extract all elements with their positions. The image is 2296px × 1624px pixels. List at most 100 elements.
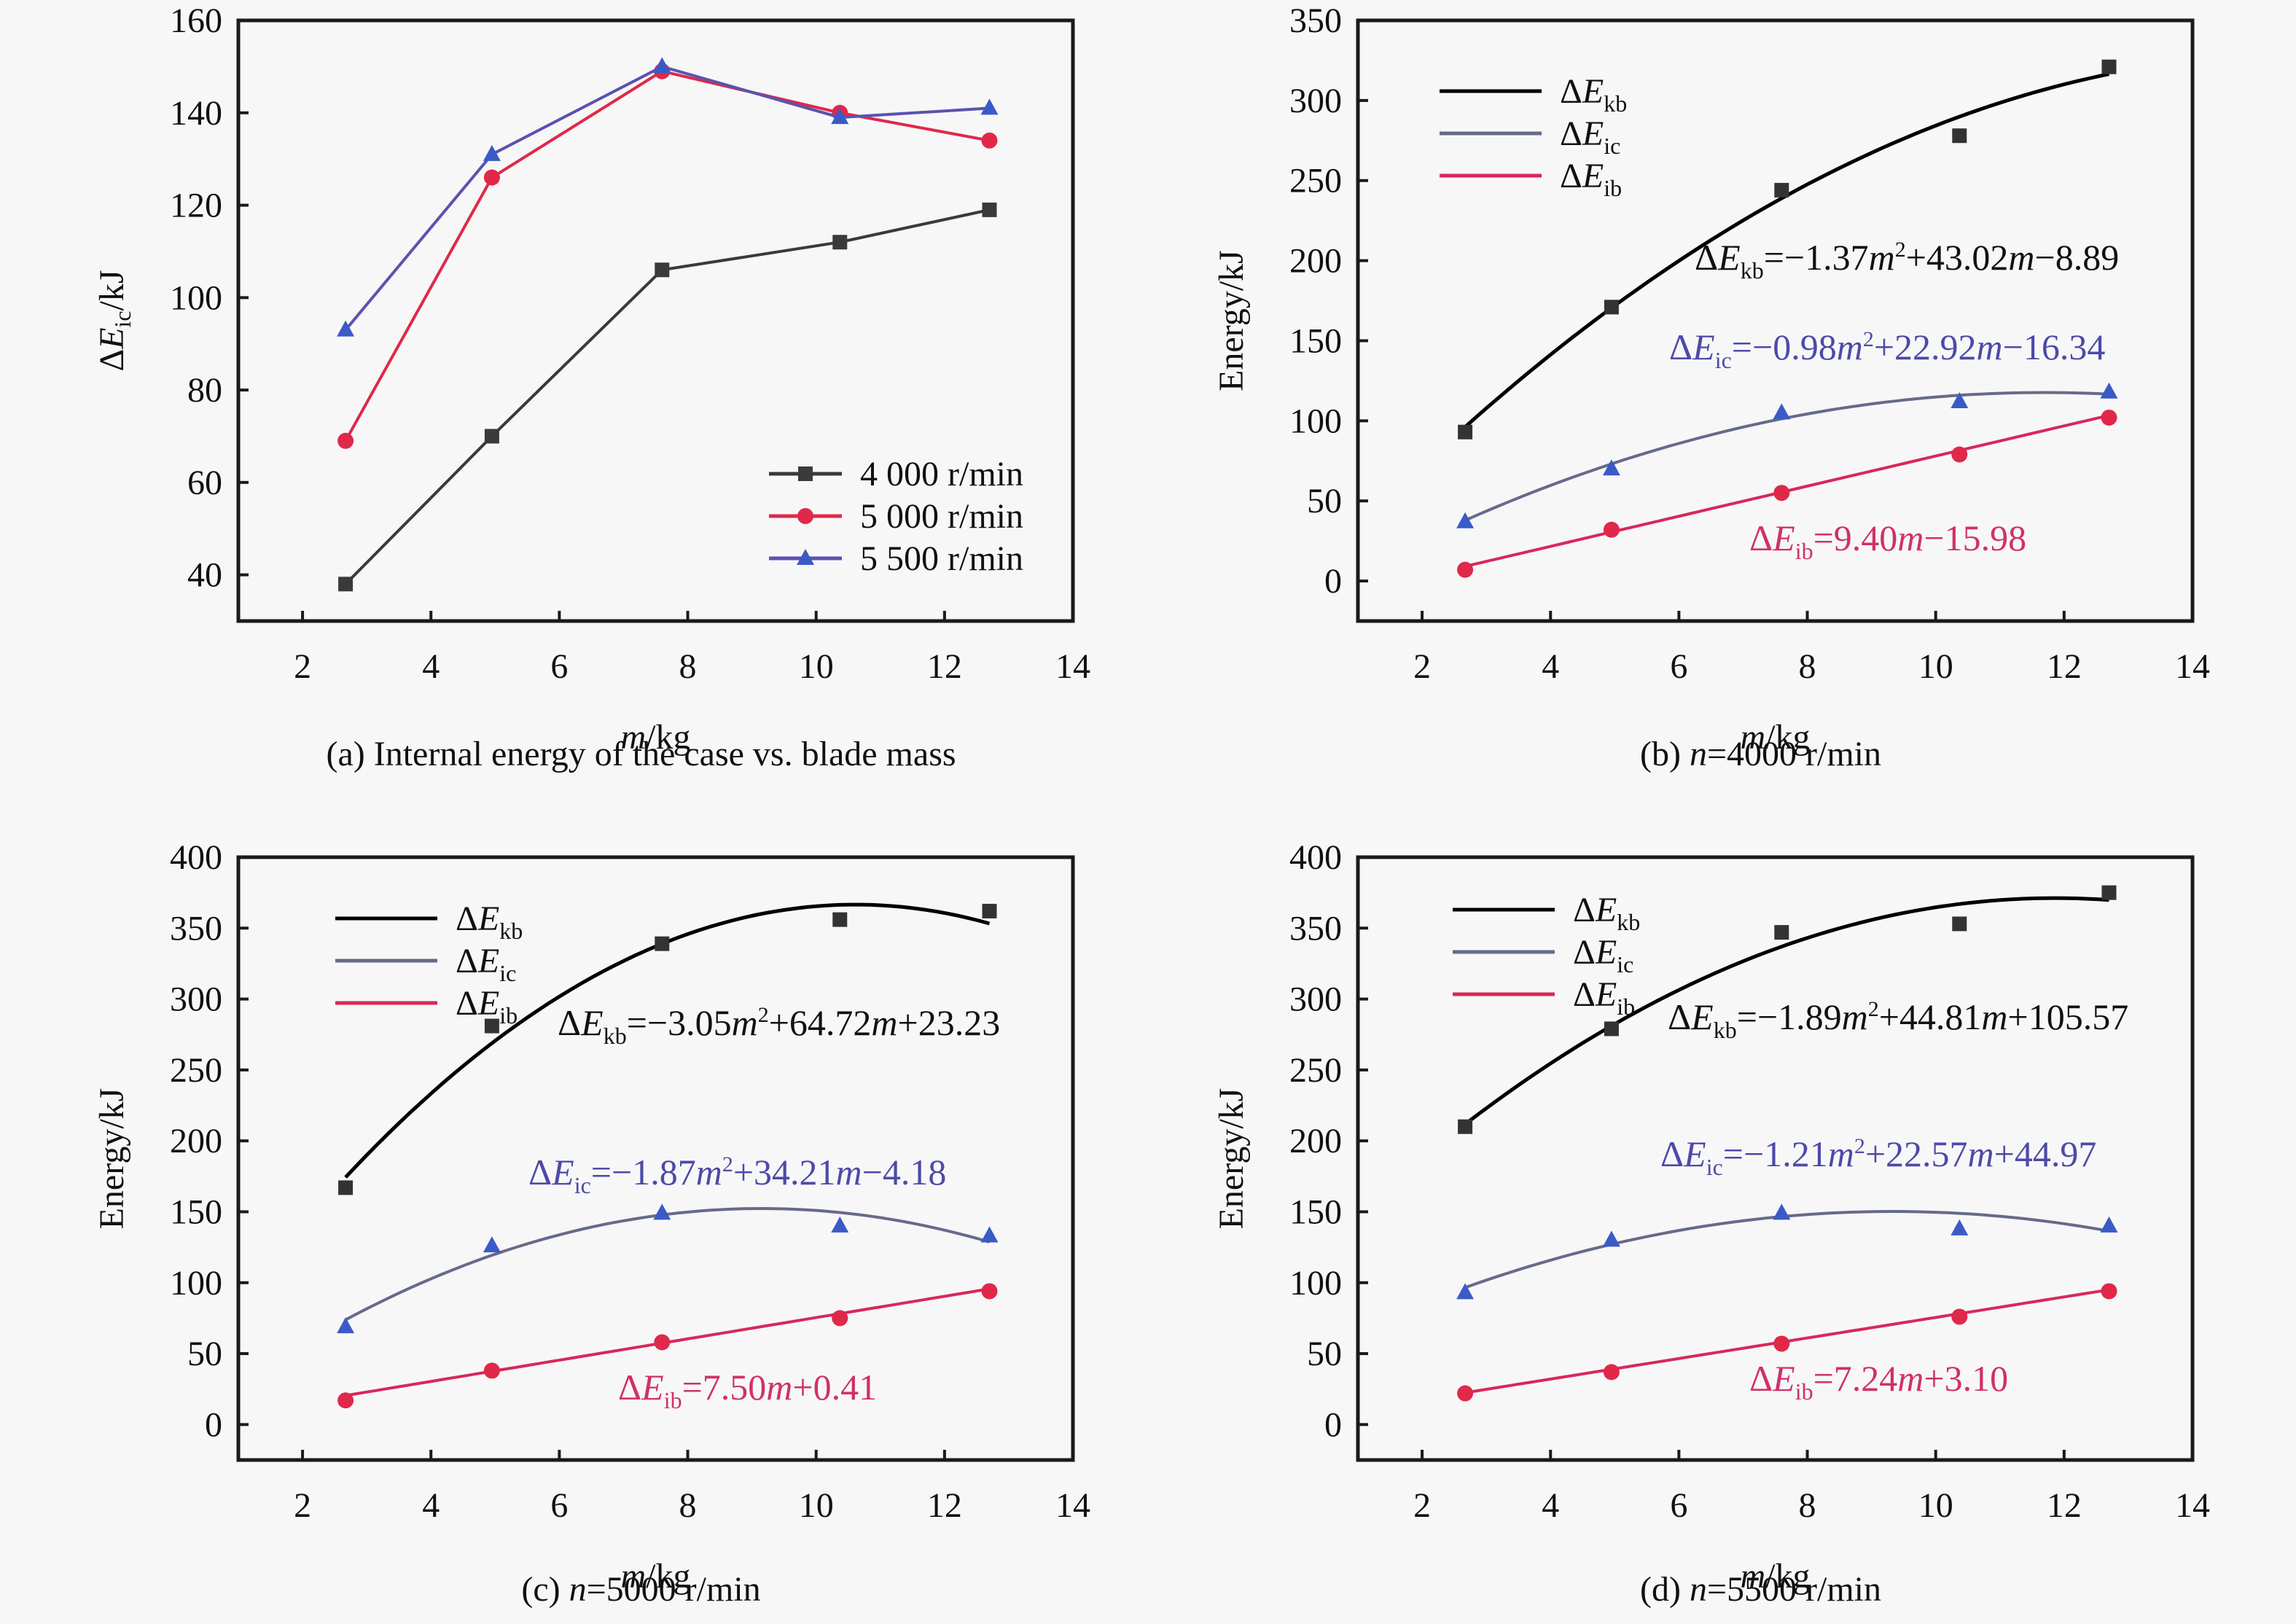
- data-point-square: [1774, 182, 1789, 198]
- x-tick-label: 14: [2175, 647, 2210, 686]
- x-tick-label: 2: [1413, 647, 1431, 686]
- data-point-square: [484, 1018, 499, 1034]
- y-tick-label: 300: [1289, 82, 1342, 120]
- data-point-triangle: [797, 549, 814, 565]
- data-point-circle: [1951, 446, 1968, 463]
- legend-label: ΔEkb: [1560, 72, 1627, 117]
- legend-item: ΔEib: [335, 984, 518, 1028]
- data-point-triangle: [1773, 403, 1791, 420]
- y-tick-label: 150: [1289, 1192, 1342, 1231]
- data-point-square: [798, 466, 813, 481]
- y-tick-label: 100: [1289, 1264, 1342, 1303]
- data-point-triangle: [653, 57, 671, 74]
- y-tick-label: 40: [187, 556, 222, 595]
- fit-curve: [1464, 391, 2109, 522]
- x-tick-label: 6: [1670, 1486, 1687, 1525]
- data-point-circle: [1773, 485, 1790, 501]
- y-tick-label: 200: [1289, 242, 1342, 281]
- plot-frame: [236, 18, 1075, 623]
- legend-label: ΔEic: [1573, 933, 1633, 977]
- x-tick-label: 4: [1542, 647, 1559, 686]
- data-point-circle: [2101, 1283, 2117, 1300]
- fit-curve: [1464, 1209, 2109, 1289]
- data-point-square: [1952, 916, 1967, 932]
- legend-label: ΔEic: [456, 942, 516, 986]
- x-tick-label: 14: [1055, 647, 1090, 686]
- x-tick-label: 6: [1670, 647, 1687, 686]
- y-tick-label: 400: [170, 838, 222, 877]
- data-point-square: [982, 903, 997, 918]
- x-tick-label: 14: [1055, 1486, 1090, 1525]
- legend-label: 5 000 r/min: [860, 497, 1023, 536]
- y-tick-label: 350: [1289, 1, 1342, 40]
- data-point-triangle: [337, 320, 355, 337]
- legend-label: ΔEib: [1560, 157, 1622, 201]
- data-point-square: [655, 262, 670, 278]
- data-point-circle: [1603, 521, 1620, 538]
- legend-item: ΔEic: [1453, 933, 1633, 977]
- series-1: [337, 63, 998, 449]
- legend-item: ΔEkb: [1440, 72, 1627, 117]
- x-tick-label: 12: [927, 647, 962, 686]
- data-point-circle: [337, 432, 354, 449]
- data-point-square: [338, 577, 354, 592]
- y-tick-label: 100: [1289, 402, 1342, 440]
- data-point-circle: [1773, 1335, 1790, 1352]
- data-point-square: [832, 235, 848, 250]
- legend-item: ΔEkb: [1453, 891, 1640, 935]
- fit-curve: [1464, 896, 2109, 1126]
- fit-equation: ΔEkb=−3.05m2+64.72m+23.23: [558, 1002, 1000, 1049]
- y-tick-label: 50: [1307, 1335, 1342, 1373]
- plot-frame: [1356, 855, 2195, 1462]
- data-point-square: [2101, 59, 2117, 74]
- y-tick-label: 160: [170, 1, 222, 40]
- y-tick-label: 100: [170, 278, 222, 317]
- fit-equation: ΔEib=7.24m+3.10: [1749, 1358, 2008, 1405]
- x-tick-label: 14: [2175, 1486, 2210, 1525]
- data-point-square: [1604, 1021, 1619, 1037]
- fit-equation: ΔEic=−1.21m2+22.57m+44.97: [1660, 1133, 2096, 1180]
- series-line: [344, 69, 990, 442]
- panel-b: 2 4 6 8 10 12 14 0 50 100 150 200 250 300 350 m/kg Energ…: [1212, 1, 2210, 773]
- data-point-circle: [1457, 561, 1474, 578]
- data-point-square: [832, 912, 848, 927]
- data-point-circle: [981, 132, 998, 149]
- series-ic: [1456, 382, 2118, 528]
- x-axis-label: m/kg: [620, 1557, 690, 1596]
- data-point-triangle: [980, 1226, 999, 1243]
- x-axis-label: m/kg: [1740, 1557, 1810, 1596]
- y-tick-label: 300: [170, 980, 222, 1019]
- panel-caption: (c) n=5000 r/min: [521, 1570, 760, 1609]
- x-tick-label: 10: [1918, 1486, 1953, 1525]
- x-tick-label: 6: [550, 1486, 568, 1525]
- data-point-circle: [2101, 409, 2117, 426]
- y-tick-label: 150: [170, 1192, 222, 1231]
- panel-a: 2 4 6 8 10 12 14 40 60 80 100 120 140 160 m/kg ΔEic/kJ (…: [93, 1, 1090, 773]
- data-point-circle: [1603, 1364, 1620, 1381]
- data-point-circle: [337, 1392, 354, 1409]
- data-point-square: [484, 429, 499, 444]
- fit-equation: ΔEkb=−1.89m2+44.81m+105.57: [1668, 996, 2128, 1043]
- y-tick-label: 50: [187, 1335, 222, 1373]
- y-tick-label: 50: [1307, 482, 1342, 520]
- legend-item: 5 000 r/min: [769, 497, 1023, 536]
- y-tick-label: 200: [170, 1122, 222, 1160]
- legend-item: ΔEkb: [335, 899, 523, 944]
- data-point-triangle: [1456, 512, 1475, 528]
- data-point-circle: [797, 508, 813, 524]
- data-point-square: [982, 202, 997, 217]
- data-point-triangle: [1773, 1203, 1791, 1220]
- panel-caption: (a) Internal energy of the case vs. blad…: [326, 735, 956, 773]
- x-tick-label: 12: [2047, 647, 2082, 686]
- y-tick-label: 140: [170, 94, 222, 133]
- data-point-circle: [483, 1362, 500, 1379]
- legend-item: ΔEib: [1453, 975, 1635, 1020]
- data-point-square: [2101, 885, 2117, 900]
- panel-d: 2 4 6 8 10 12 14 0 50 100 150 200 250 300 350 400 m/kg En…: [1212, 838, 2210, 1609]
- x-tick-label: 6: [550, 647, 568, 686]
- x-tick-label: 12: [927, 1486, 962, 1525]
- x-tick-label: 8: [679, 647, 697, 686]
